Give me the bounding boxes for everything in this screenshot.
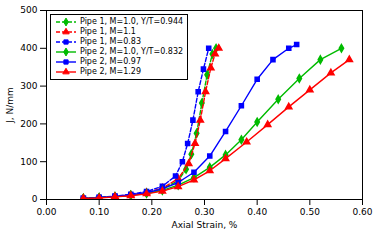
- html-text:Pipe 1, M=1.0, Y/T=0.944: Pipe 1, M=1.0, Y/T=0.944: [80, 17, 184, 26]
- svg-text:0: 0: [32, 194, 38, 204]
- svg-text:0.10: 0.10: [89, 207, 109, 217]
- svg-text:0.60: 0.60: [352, 207, 372, 217]
- svg-text:0.20: 0.20: [142, 207, 162, 217]
- html-text:Pipe 2, M=1.0, Y/T=0.832: Pipe 2, M=1.0, Y/T=0.832: [80, 47, 184, 56]
- svg-text:500: 500: [20, 5, 37, 15]
- svg-text:400: 400: [20, 43, 37, 53]
- svg-text:100: 100: [20, 157, 37, 167]
- svg-text:200: 200: [20, 119, 37, 129]
- html-text:Pipe 2, M=0.97: Pipe 2, M=0.97: [80, 57, 141, 66]
- svg-text:0.50: 0.50: [300, 207, 320, 217]
- svg-text:300: 300: [20, 81, 37, 91]
- svg-text:0.00: 0.00: [36, 207, 56, 217]
- svg-text:Axial Strain, %: Axial Strain, %: [172, 220, 238, 230]
- svg-text:0.30: 0.30: [194, 207, 214, 217]
- svg-text:J, N/mm: J, N/mm: [5, 87, 15, 124]
- svg-text:0.40: 0.40: [247, 207, 267, 217]
- html-text:Pipe 2, M=1.29: Pipe 2, M=1.29: [80, 67, 141, 76]
- html-text:Pipe 1, M=0.83: Pipe 1, M=0.83: [80, 37, 141, 46]
- html-text:Pipe 1, M=1.1: Pipe 1, M=1.1: [80, 27, 136, 36]
